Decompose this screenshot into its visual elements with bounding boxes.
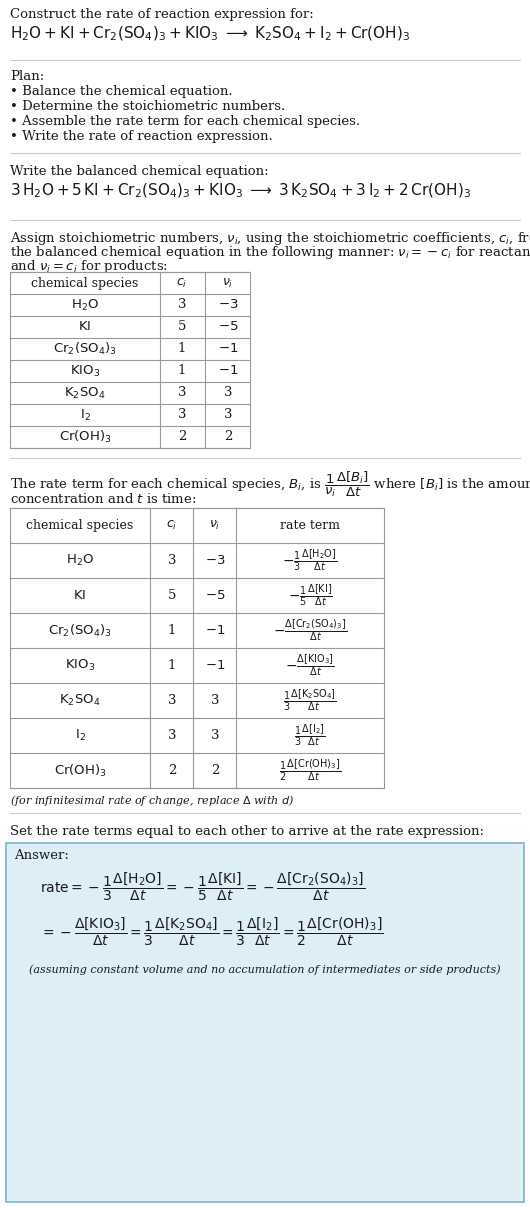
Text: $\nu_i$: $\nu_i$ [222, 277, 234, 290]
Text: $\mathrm{Cr(OH)_3}$: $\mathrm{Cr(OH)_3}$ [54, 762, 107, 778]
Text: $-5$: $-5$ [218, 320, 238, 333]
Text: $\frac{1}{2}\frac{\Delta[\mathrm{Cr(OH)_3}]}{\Delta t}$: $\frac{1}{2}\frac{\Delta[\mathrm{Cr(OH)_… [279, 757, 341, 783]
Text: 1: 1 [168, 660, 176, 672]
Text: $-\frac{1}{5}\frac{\Delta[\mathrm{KI}]}{\Delta t}$: $-\frac{1}{5}\frac{\Delta[\mathrm{KI}]}{… [287, 582, 332, 609]
Bar [10, 272, 250, 448]
Text: chemical species: chemical species [31, 277, 139, 290]
Text: • Determine the stoichiometric numbers.: • Determine the stoichiometric numbers. [10, 100, 285, 114]
Text: Write the balanced chemical equation:: Write the balanced chemical equation: [10, 165, 269, 178]
Text: $-\frac{1}{3}\frac{\Delta[\mathrm{H_2O}]}{\Delta t}$: $-\frac{1}{3}\frac{\Delta[\mathrm{H_2O}]… [282, 547, 338, 574]
Text: $\mathrm{K_2SO_4}$: $\mathrm{K_2SO_4}$ [64, 385, 105, 401]
Text: Answer:: Answer: [14, 849, 69, 863]
Bar [6, 843, 524, 1202]
Text: $\mathrm{KIO_3}$: $\mathrm{KIO_3}$ [65, 658, 95, 673]
Text: • Balance the chemical equation.: • Balance the chemical equation. [10, 85, 233, 98]
Text: 3: 3 [178, 387, 186, 400]
Text: $-1$: $-1$ [218, 343, 238, 355]
Text: $\mathrm{K_2SO_4}$: $\mathrm{K_2SO_4}$ [59, 693, 101, 708]
Text: $-1$: $-1$ [205, 625, 225, 637]
Text: $\mathrm{H_2O}$: $\mathrm{H_2O}$ [71, 297, 99, 313]
Text: (assuming constant volume and no accumulation of intermediates or side products): (assuming constant volume and no accumul… [29, 964, 501, 975]
Text: 2: 2 [211, 763, 219, 777]
Text: $\mathrm{H_2O + KI + Cr_2(SO_4)_3 + KIO_3 \;\longrightarrow\; K_2SO_4 + I_2 + Cr: $\mathrm{H_2O + KI + Cr_2(SO_4)_3 + KIO_… [10, 25, 410, 43]
Text: 3: 3 [168, 554, 176, 567]
Text: (for infinitesimal rate of change, replace $\Delta$ with $d$): (for infinitesimal rate of change, repla… [10, 792, 295, 808]
Text: $\mathrm{KIO_3}$: $\mathrm{KIO_3}$ [70, 364, 100, 378]
Text: $-\frac{\Delta[\mathrm{KIO_3}]}{\Delta t}$: $-\frac{\Delta[\mathrm{KIO_3}]}{\Delta t… [285, 652, 335, 679]
Text: 3: 3 [178, 298, 186, 312]
Text: $-1$: $-1$ [205, 660, 225, 672]
Text: and $\nu_i = c_i$ for products:: and $\nu_i = c_i$ for products: [10, 259, 168, 275]
Text: Assign stoichiometric numbers, $\nu_i$, using the stoichiometric coefficients, $: Assign stoichiometric numbers, $\nu_i$, … [10, 230, 530, 246]
Text: chemical species: chemical species [26, 519, 134, 532]
Text: $\frac{1}{3}\frac{\Delta[\mathrm{K_2SO_4}]}{\Delta t}$: $\frac{1}{3}\frac{\Delta[\mathrm{K_2SO_4… [283, 687, 337, 714]
Text: 1: 1 [178, 343, 186, 355]
Text: 5: 5 [168, 590, 176, 602]
Text: $\nu_i$: $\nu_i$ [209, 519, 220, 532]
Text: 3: 3 [211, 695, 219, 707]
Text: 2: 2 [168, 763, 176, 777]
Text: 5: 5 [178, 320, 186, 333]
Text: $\mathrm{Cr_2(SO_4)_3}$: $\mathrm{Cr_2(SO_4)_3}$ [48, 622, 112, 639]
Text: 2: 2 [178, 430, 186, 443]
Text: The rate term for each chemical species, $B_i$, is $\dfrac{1}{\nu_i}\dfrac{\Delt: The rate term for each chemical species,… [10, 470, 530, 499]
Text: 3: 3 [168, 695, 176, 707]
Text: 1: 1 [168, 625, 176, 637]
Text: $-3$: $-3$ [218, 298, 238, 312]
Text: $-5$: $-5$ [205, 590, 225, 602]
Text: $\mathrm{3\,H_2O + 5\,KI + Cr_2(SO_4)_3 + KIO_3 \;\longrightarrow\; 3\,K_2SO_4 +: $\mathrm{3\,H_2O + 5\,KI + Cr_2(SO_4)_3 … [10, 182, 471, 201]
Text: rate term: rate term [280, 519, 340, 532]
Text: $c_i$: $c_i$ [166, 519, 178, 532]
Bar [10, 509, 384, 788]
Text: $\mathrm{KI}$: $\mathrm{KI}$ [74, 590, 86, 602]
Text: $-1$: $-1$ [218, 365, 238, 377]
Text: Plan:: Plan: [10, 70, 44, 83]
Text: $\mathrm{rate} = -\dfrac{1}{3}\dfrac{\Delta[\mathrm{H_2O}]}{\Delta t} = -\dfrac{: $\mathrm{rate} = -\dfrac{1}{3}\dfrac{\De… [40, 871, 365, 904]
Text: 2: 2 [224, 430, 232, 443]
Text: $= -\dfrac{\Delta[\mathrm{KIO_3}]}{\Delta t} = \dfrac{1}{3}\dfrac{\Delta[\mathrm: $= -\dfrac{\Delta[\mathrm{KIO_3}]}{\Delt… [40, 916, 384, 948]
Text: $-\frac{\Delta[\mathrm{Cr_2(SO_4)_3}]}{\Delta t}$: $-\frac{\Delta[\mathrm{Cr_2(SO_4)_3}]}{\… [273, 617, 347, 644]
Text: Set the rate terms equal to each other to arrive at the rate expression:: Set the rate terms equal to each other t… [10, 825, 484, 838]
Text: $\mathrm{Cr_2(SO_4)_3}$: $\mathrm{Cr_2(SO_4)_3}$ [53, 341, 117, 358]
Text: concentration and $t$ is time:: concentration and $t$ is time: [10, 492, 197, 506]
Text: $-3$: $-3$ [205, 554, 225, 567]
Text: $\frac{1}{3}\frac{\Delta[\mathrm{I_2}]}{\Delta t}$: $\frac{1}{3}\frac{\Delta[\mathrm{I_2}]}{… [294, 722, 326, 749]
Text: the balanced chemical equation in the following manner: $\nu_i = -c_i$ for react: the balanced chemical equation in the fo… [10, 244, 530, 261]
Text: $c_i$: $c_i$ [176, 277, 188, 290]
Text: $\mathrm{I_2}$: $\mathrm{I_2}$ [80, 407, 91, 423]
Text: 1: 1 [178, 365, 186, 377]
Text: 3: 3 [224, 408, 232, 422]
Text: $\mathrm{KI}$: $\mathrm{KI}$ [78, 320, 92, 333]
Text: 3: 3 [178, 408, 186, 422]
Text: • Write the rate of reaction expression.: • Write the rate of reaction expression. [10, 130, 273, 143]
Text: $\mathrm{Cr(OH)_3}$: $\mathrm{Cr(OH)_3}$ [59, 429, 111, 445]
Text: 3: 3 [168, 728, 176, 742]
Text: $\mathrm{I_2}$: $\mathrm{I_2}$ [75, 728, 85, 743]
Text: Construct the rate of reaction expression for:: Construct the rate of reaction expressio… [10, 8, 314, 21]
Text: 3: 3 [224, 387, 232, 400]
Text: 3: 3 [211, 728, 219, 742]
Text: • Assemble the rate term for each chemical species.: • Assemble the rate term for each chemic… [10, 115, 360, 128]
Text: $\mathrm{H_2O}$: $\mathrm{H_2O}$ [66, 553, 94, 568]
